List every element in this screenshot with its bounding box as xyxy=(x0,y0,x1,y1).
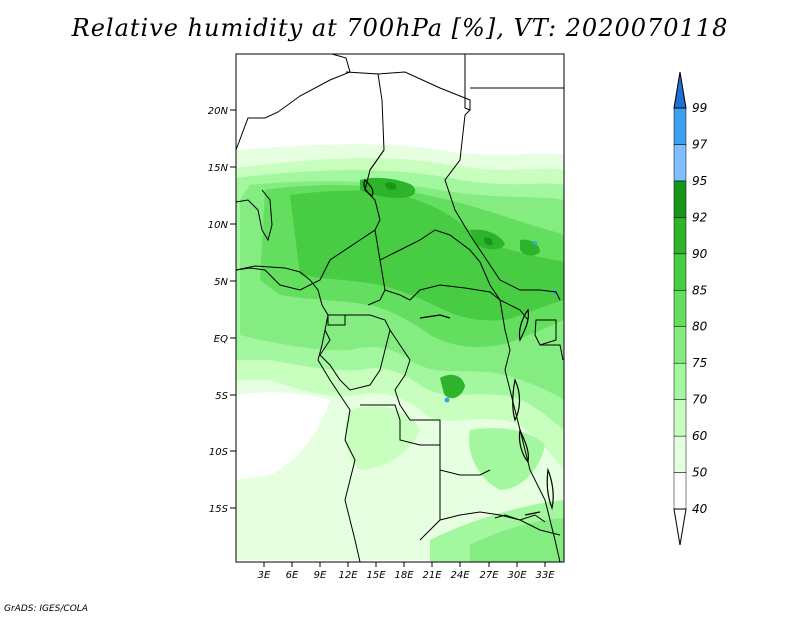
longitude-axis: 3E 6E 9E 12E 15E 18E 21E 24E 27E 30E 33E xyxy=(258,562,555,581)
coastline xyxy=(236,265,351,411)
colorbar-top-arrow xyxy=(673,71,687,109)
lat-label: 5S xyxy=(215,391,228,402)
lakes xyxy=(363,178,554,516)
colorbar-bottom-arrow xyxy=(673,508,687,546)
credit-text: GrADS: IGES/COLA xyxy=(4,604,88,614)
colorbar-segment xyxy=(673,144,687,182)
lon-label: 33E xyxy=(535,570,555,581)
colorbar-segment xyxy=(673,253,687,291)
colorbar-segment xyxy=(673,180,687,218)
lat-label: EQ xyxy=(214,334,228,345)
map-frame xyxy=(235,53,565,563)
colorbar-label: 92 xyxy=(692,210,707,224)
colorbar-segment xyxy=(673,290,687,327)
lon-label: 24E xyxy=(450,570,470,581)
colorbar-segments xyxy=(673,107,687,510)
lat-label: 15S xyxy=(209,504,229,515)
colorbar-label: 70 xyxy=(692,393,708,407)
colorbar-label: 95 xyxy=(692,174,707,188)
colorbar-label: 90 xyxy=(692,247,708,261)
lat-label: 15N xyxy=(208,163,229,174)
humidity-field xyxy=(236,144,564,562)
lon-label: 12E xyxy=(338,570,358,581)
colorbar-segment xyxy=(673,435,687,473)
colorbar-segment xyxy=(673,326,687,364)
lon-label: 15E xyxy=(366,570,386,581)
colorbar-segment xyxy=(673,217,687,255)
colorbar-label: 50 xyxy=(692,466,708,480)
lat-label: 10S xyxy=(209,447,229,458)
map-title: Relative humidity at 700hPa [%], VT: 202… xyxy=(71,14,729,42)
colorbar-segment xyxy=(673,107,687,145)
colorbar-labels: 40 50 60 70 75 80 85 90 92 95 97 99 xyxy=(692,101,708,516)
colorbar-label: 75 xyxy=(692,356,707,370)
colorbar-segment xyxy=(673,472,687,510)
lon-label: 3E xyxy=(258,570,271,581)
colorbar-segment xyxy=(673,399,687,437)
lat-label: 5N xyxy=(214,277,228,288)
colorbar-label: 85 xyxy=(692,283,707,297)
lon-label: 30E xyxy=(507,570,527,581)
lon-label: 6E xyxy=(286,570,299,581)
colorbar-segment xyxy=(673,362,687,400)
lon-label: 18E xyxy=(394,570,414,581)
lon-label: 21E xyxy=(422,570,442,581)
lon-label: 27E xyxy=(479,570,499,581)
lon-label: 9E xyxy=(314,570,327,581)
colorbar-label: 99 xyxy=(692,101,707,115)
lat-label: 20N xyxy=(208,106,229,117)
colorbar-label: 40 xyxy=(692,502,708,516)
colorbar: 40 50 60 70 75 80 85 90 92 95 97 99 xyxy=(673,71,708,546)
colorbar-label: 97 xyxy=(692,137,708,151)
colorbar-label: 60 xyxy=(692,429,708,443)
colorbar-label: 80 xyxy=(692,320,708,334)
lat-label: 10N xyxy=(208,220,229,231)
latitude-axis: 20N 15N 10N 5N EQ 5S 10S 15S xyxy=(208,106,236,515)
